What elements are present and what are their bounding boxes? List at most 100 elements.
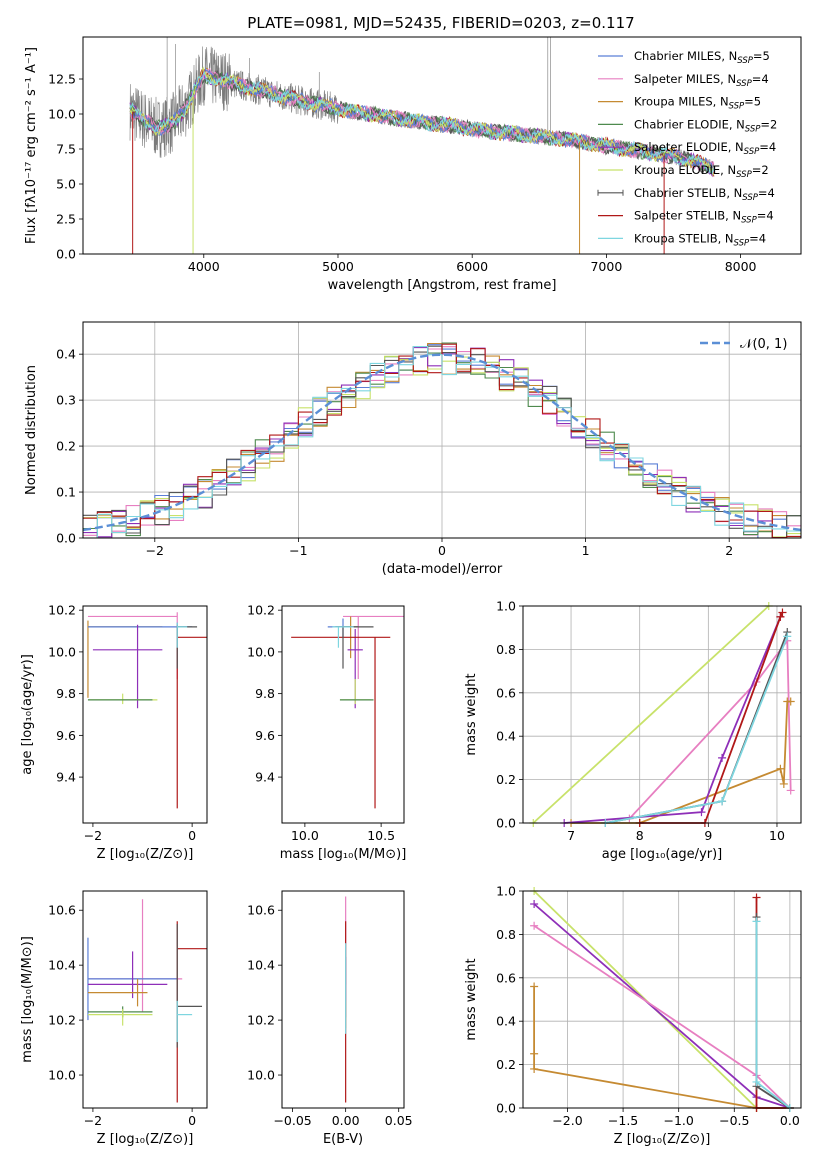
x-tick-label: 0 <box>438 543 446 558</box>
weight-line-salpeter_miles <box>628 638 792 820</box>
x-tick-label: 8 <box>636 828 644 843</box>
axes-frame <box>82 605 208 824</box>
y-tick-label: 10.6 <box>247 903 275 918</box>
y-axis-label: mass [log₁₀(M/M⊙)] <box>20 936 35 1063</box>
y-tick-label: 9.6 <box>56 728 76 743</box>
y-tick-label: 0.1 <box>56 485 76 500</box>
spectrum-lines <box>129 37 715 254</box>
y-axis-label: Normed distribution <box>24 365 39 495</box>
weight-marker <box>776 612 785 621</box>
y-tick-label: 10.4 <box>247 958 275 973</box>
x-tick-label: −0.5 <box>719 1113 749 1128</box>
y-tick-label: 10.0 <box>247 644 275 659</box>
legend-entry: Chabrier ELODIE, NSSP=2 <box>634 117 777 134</box>
x-tick-label: 10.0 <box>291 828 319 843</box>
axes-frame <box>82 36 802 255</box>
y-tick-label: 10.0 <box>48 107 76 122</box>
legend-entry: Kroupa STELIB, NSSP=4 <box>634 231 766 248</box>
y-axis-label: Flux [fλ10⁻¹⁷ erg cm⁻² s⁻¹ A⁻¹] <box>24 47 39 244</box>
x-tick-label: −2 <box>84 828 102 843</box>
mass_vs_Z-errorbars <box>87 899 207 1103</box>
weight-marker <box>752 893 761 902</box>
axes-frame <box>82 321 802 539</box>
legend-entry: Kroupa ELODIE, NSSP=2 <box>634 163 769 180</box>
age_vs_mass-errorbars <box>291 615 404 809</box>
legend-entry: Salpeter ELODIE, NSSP=4 <box>634 140 776 157</box>
age_vs_Z-errorbars <box>87 612 207 809</box>
weight-marker <box>530 1064 539 1073</box>
weight-marker <box>530 1049 539 1058</box>
weight-marker <box>776 764 785 773</box>
y-tick-label: 0.2 <box>496 1057 516 1072</box>
x-tick-label: 7 <box>567 828 575 843</box>
weight-marker <box>786 786 795 795</box>
x-tick-label: −2 <box>84 1113 102 1128</box>
y-tick-label: 10.0 <box>48 1068 76 1083</box>
x-tick-label: 9 <box>704 828 712 843</box>
axes-frame <box>281 890 405 1109</box>
chart-layer: 4000 5000 6000 7000 80000.02.55.07.510.012.5… <box>20 36 802 1147</box>
y-tick-label: 9.4 <box>56 770 76 785</box>
spectrum-legend: Chabrier MILES, NSSP=5 Salpeter MILES, NS… <box>597 49 777 248</box>
x-tick-label: 0.00 <box>332 1113 360 1128</box>
x-tick-label: 7000 <box>590 259 622 274</box>
y-tick-label: 9.6 <box>255 728 275 743</box>
x-tick-label: 0.0 <box>780 1113 800 1128</box>
y-axis-label: mass weight <box>464 958 479 1040</box>
y-tick-label: 0.4 <box>496 729 516 744</box>
y-tick-label: 7.5 <box>56 142 76 157</box>
y-tick-label: 0.0 <box>56 531 76 546</box>
x-tick-label: 0 <box>188 828 196 843</box>
y-tick-label: 0.2 <box>56 439 76 454</box>
weight-line-kroupa_elodie <box>532 605 770 824</box>
y-tick-label: 0.0 <box>496 1101 516 1116</box>
y-tick-label: 10.0 <box>247 1068 275 1083</box>
axes-frame <box>82 890 208 1109</box>
y-tick-label: 0.6 <box>496 970 516 985</box>
y-axis-label: age [log₁₀(age/yr)] <box>20 654 35 775</box>
gaussian-curve <box>83 353 801 532</box>
x-axis-label: Z [log₁₀(Z/Z⊙)] <box>97 1132 194 1147</box>
legend-entry: Chabrier MILES, NSSP=5 <box>634 49 770 66</box>
y-tick-label: 10.2 <box>48 1013 76 1028</box>
spectrum-panel: 4000 5000 6000 7000 8000 0.0 2.5 5.0 7.5 10.0 12.5… <box>24 36 802 293</box>
axes-frame <box>522 605 802 824</box>
residuals-panel: −2 −1 0 1 2 0.0 0.1 0.2 0.3 0.4 (data-model)/error… <box>24 321 802 577</box>
y-tick-label: 1.0 <box>496 884 516 899</box>
weight-marker <box>778 608 787 617</box>
x-tick-label: 1 <box>582 543 590 558</box>
age_vs_mass-panel: 10.0 10.5 9.4 9.6 9.8 10.0 10.2 mass [log₁₀(M/M… <box>247 603 406 862</box>
x-tick-label: 5000 <box>322 259 354 274</box>
x-axis-label: E(B-V) <box>323 1132 363 1147</box>
x-tick-label: 0.05 <box>385 1113 413 1128</box>
legend-entry: Salpeter STELIB, NSSP=4 <box>634 209 774 226</box>
weight-marker <box>697 808 706 817</box>
y-tick-label: 0.8 <box>496 642 516 657</box>
y-tick-label: 10.4 <box>48 958 76 973</box>
x-tick-label: 0 <box>188 1113 196 1128</box>
y-tick-label: 0.4 <box>496 1014 516 1029</box>
x-tick-label: 10.5 <box>367 828 395 843</box>
residuals-lines <box>83 342 801 538</box>
y-tick-label: 10.2 <box>247 1013 275 1028</box>
legend-entry: 𝒩(0, 1) <box>740 337 787 352</box>
weight-marker <box>530 900 539 909</box>
y-tick-label: 2.5 <box>56 212 76 227</box>
y-tick-label: 5.0 <box>56 177 76 192</box>
weight-marker <box>779 779 788 788</box>
legend-entry: Salpeter MILES, NSSP=4 <box>634 72 769 89</box>
massweight_vs_Z-panel: −2.0 −1.5 −1.0 −0.5 0.0 0.0 0.2 0.4 0.6 0.8 1.0 Z [… <box>464 884 802 1147</box>
axes-frame <box>281 605 405 824</box>
mass_vs_ebv-panel: −0.05 0.00 0.05 10.0 10.2 10.4 10.6 E(B-V) <box>247 890 413 1147</box>
legend-entry: Kroupa MILES, NSSP=5 <box>634 95 761 112</box>
y-tick-label: 10.0 <box>48 644 76 659</box>
y-tick-label: 9.8 <box>56 686 76 701</box>
x-tick-label: −1.5 <box>608 1113 638 1128</box>
y-tick-label: 1.0 <box>496 599 516 614</box>
y-tick-label: 10.2 <box>48 603 76 618</box>
x-tick-label: −1.0 <box>664 1113 694 1128</box>
residuals-legend: 𝒩(0, 1) <box>700 337 787 352</box>
y-tick-label: 0.6 <box>496 685 516 700</box>
